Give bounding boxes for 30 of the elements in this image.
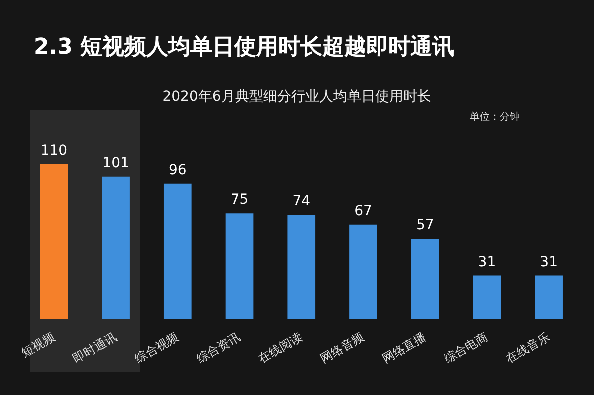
x-tick-label: 网络音频 bbox=[318, 330, 367, 366]
x-tick-label: 即时通讯 bbox=[70, 330, 120, 366]
bar bbox=[40, 164, 68, 320]
data-label: 75 bbox=[230, 192, 249, 208]
bar bbox=[164, 184, 192, 320]
text: 单位：分钟 bbox=[470, 110, 520, 124]
chart-subtitle: 2020年6月典型细分行业人均单日使用时长 bbox=[162, 88, 432, 106]
x-tick-label: 在线阅读 bbox=[256, 330, 305, 366]
bar bbox=[411, 239, 440, 320]
data-label: 57 bbox=[416, 218, 434, 234]
bar bbox=[226, 214, 254, 320]
data-label: 96 bbox=[168, 162, 187, 179]
x-tick-label: 综合视频 bbox=[132, 330, 182, 366]
bar bbox=[535, 276, 563, 320]
chart-title: 2.3 短视频人均单日使用时长超越即时通讯 bbox=[34, 34, 455, 62]
data-label: 67 bbox=[354, 204, 372, 220]
x-tick-label: 短视频 bbox=[19, 330, 58, 360]
data-label: 110 bbox=[40, 142, 68, 159]
x-tick-label: 综合资讯 bbox=[194, 330, 243, 366]
data-label: 31 bbox=[540, 254, 558, 270]
bar bbox=[288, 214, 316, 320]
x-tick-label: 在线音乐 bbox=[504, 330, 552, 366]
bar bbox=[102, 176, 130, 320]
data-label: 31 bbox=[478, 254, 496, 270]
x-tick-label: 网络直播 bbox=[380, 330, 428, 366]
x-tick-label: 综合电商 bbox=[442, 330, 490, 366]
bar bbox=[350, 224, 378, 320]
bar bbox=[473, 276, 502, 320]
data-label: 101 bbox=[102, 155, 130, 172]
data-label: 74 bbox=[292, 194, 311, 210]
